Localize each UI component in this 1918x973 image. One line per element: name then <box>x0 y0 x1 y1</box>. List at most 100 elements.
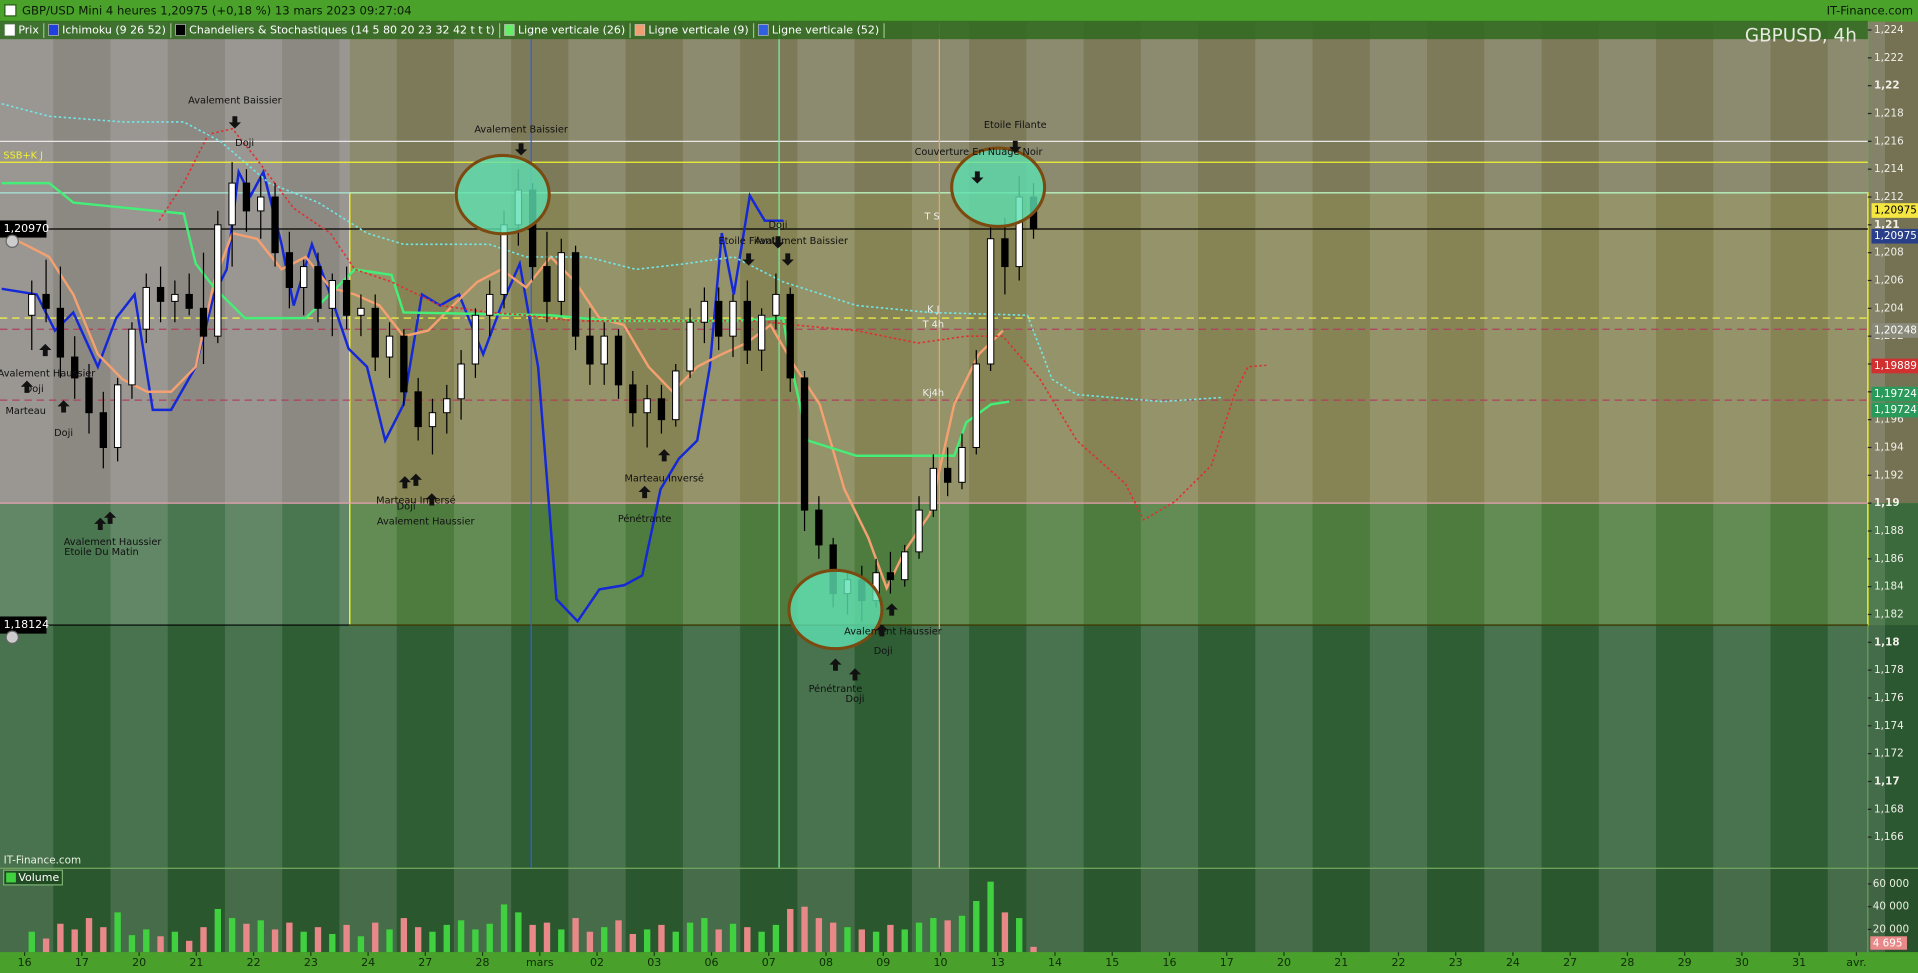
price-tag: 1,19889 <box>1874 360 1917 372</box>
legend-swatch <box>504 24 515 36</box>
y-tick-label: 1,216 <box>1874 135 1904 147</box>
legend-item: Ligne verticale (52) <box>772 24 879 37</box>
candle-body <box>199 307 208 337</box>
x-tick-label: 30 <box>1735 956 1749 969</box>
legend-swatch <box>634 24 646 36</box>
highlight-ellipse <box>787 568 884 651</box>
volume-bar <box>944 920 951 953</box>
volume-bar <box>1016 918 1023 953</box>
volume-bar <box>443 924 450 953</box>
legend-swatch <box>48 24 59 36</box>
candle-body <box>786 293 794 379</box>
volume-tick-label: 20 000 <box>1873 923 1909 935</box>
pattern-arrow <box>658 449 671 462</box>
volume-bar <box>28 931 35 953</box>
volume-bar <box>257 920 264 953</box>
candle-body <box>929 467 938 511</box>
candle-body <box>328 280 336 309</box>
candle-body <box>400 335 408 393</box>
volume-bar <box>672 931 679 953</box>
x-tick-label: avr. <box>1846 956 1866 969</box>
volume-bar <box>643 929 651 953</box>
volume-bar <box>829 922 837 953</box>
candle-body <box>943 467 952 483</box>
candle-body <box>242 182 251 212</box>
candle-body <box>342 280 351 316</box>
watermark: IT-Finance.com <box>4 854 81 866</box>
annotation: Marteau <box>5 406 45 417</box>
volume-bar <box>586 931 594 953</box>
candle-body <box>156 286 165 302</box>
x-tick-label: 03 <box>647 956 661 969</box>
x-tick-label: 20 <box>132 956 146 969</box>
volume-bar <box>915 922 923 953</box>
candle-body <box>901 551 909 581</box>
highlight-ellipse <box>454 153 551 236</box>
annotation: Pénétrante <box>809 683 863 695</box>
candle-body <box>586 335 594 365</box>
annotation: Avalement Haussier <box>64 537 163 548</box>
candle-body <box>428 412 437 428</box>
candle-body <box>113 384 122 448</box>
level-icon <box>5 630 19 645</box>
annotation: Etoile Du Matin <box>64 547 138 558</box>
indicator-line <box>1 181 1010 458</box>
day-stripe <box>1713 21 1771 953</box>
y-tick-label: 1,186 <box>1874 553 1904 565</box>
level-tag: 1,18124 <box>4 618 49 631</box>
volume-bar <box>758 931 765 953</box>
candle-body <box>214 224 222 337</box>
lower-area <box>0 625 1918 868</box>
volume-bar <box>543 922 551 953</box>
day-stripe <box>682 21 741 953</box>
y-tick-label: 1,21 <box>1874 219 1900 231</box>
volume-bar <box>314 927 322 953</box>
volume-bar <box>887 924 894 953</box>
candle-body <box>986 238 995 365</box>
x-tick-label: 16 <box>18 956 32 969</box>
candle-body <box>300 266 308 288</box>
candle-body <box>257 196 265 212</box>
volume-bar <box>414 927 422 953</box>
volume-bar <box>801 906 808 953</box>
candle-body <box>185 293 193 309</box>
right-axis <box>1867 21 1918 953</box>
candle-body <box>800 377 809 511</box>
candle-body <box>1001 238 1009 268</box>
x-tick-label: 24 <box>361 956 375 969</box>
legend-item: Ligne verticale (26) <box>518 24 625 37</box>
volume-bar <box>658 924 665 953</box>
pattern-arrow <box>94 517 107 530</box>
annotation: T S <box>923 212 939 223</box>
annotation: Etoile Filante <box>984 120 1047 131</box>
y-tick-label: 1,182 <box>1874 608 1904 620</box>
y-tick-label: 1,218 <box>1874 108 1904 120</box>
x-tick-label: 06 <box>705 956 719 969</box>
volume-bar <box>987 881 994 953</box>
volume-bar <box>472 929 479 953</box>
candle-body <box>56 307 65 358</box>
y-tick-label: 1,172 <box>1874 748 1904 760</box>
x-tick-label: 10 <box>934 956 948 969</box>
candle-body <box>729 300 737 337</box>
annotation: Avalement Haussier <box>0 368 96 379</box>
volume-bar <box>85 918 93 953</box>
day-stripe <box>0 21 54 953</box>
x-tick-label: 23 <box>1449 956 1463 969</box>
candle-body <box>715 300 723 337</box>
x-tick-label: 28 <box>1620 956 1634 969</box>
annotation: Avalement Baissier <box>754 236 849 247</box>
candle-body <box>972 363 980 448</box>
level-icon <box>5 234 19 248</box>
day-stripe <box>1484 21 1542 953</box>
volume-bar <box>601 927 608 953</box>
volume-bar <box>500 904 508 953</box>
volume-tick-label: 40 000 <box>1873 901 1909 913</box>
volume-legend-box <box>3 869 63 886</box>
annotation: Avalement Haussier <box>377 516 476 527</box>
volume-bar <box>815 918 823 953</box>
y-tick-label: 1,212 <box>1874 191 1904 203</box>
middle-left-area <box>0 503 350 626</box>
price-tag: 1,19724 <box>1874 388 1917 400</box>
